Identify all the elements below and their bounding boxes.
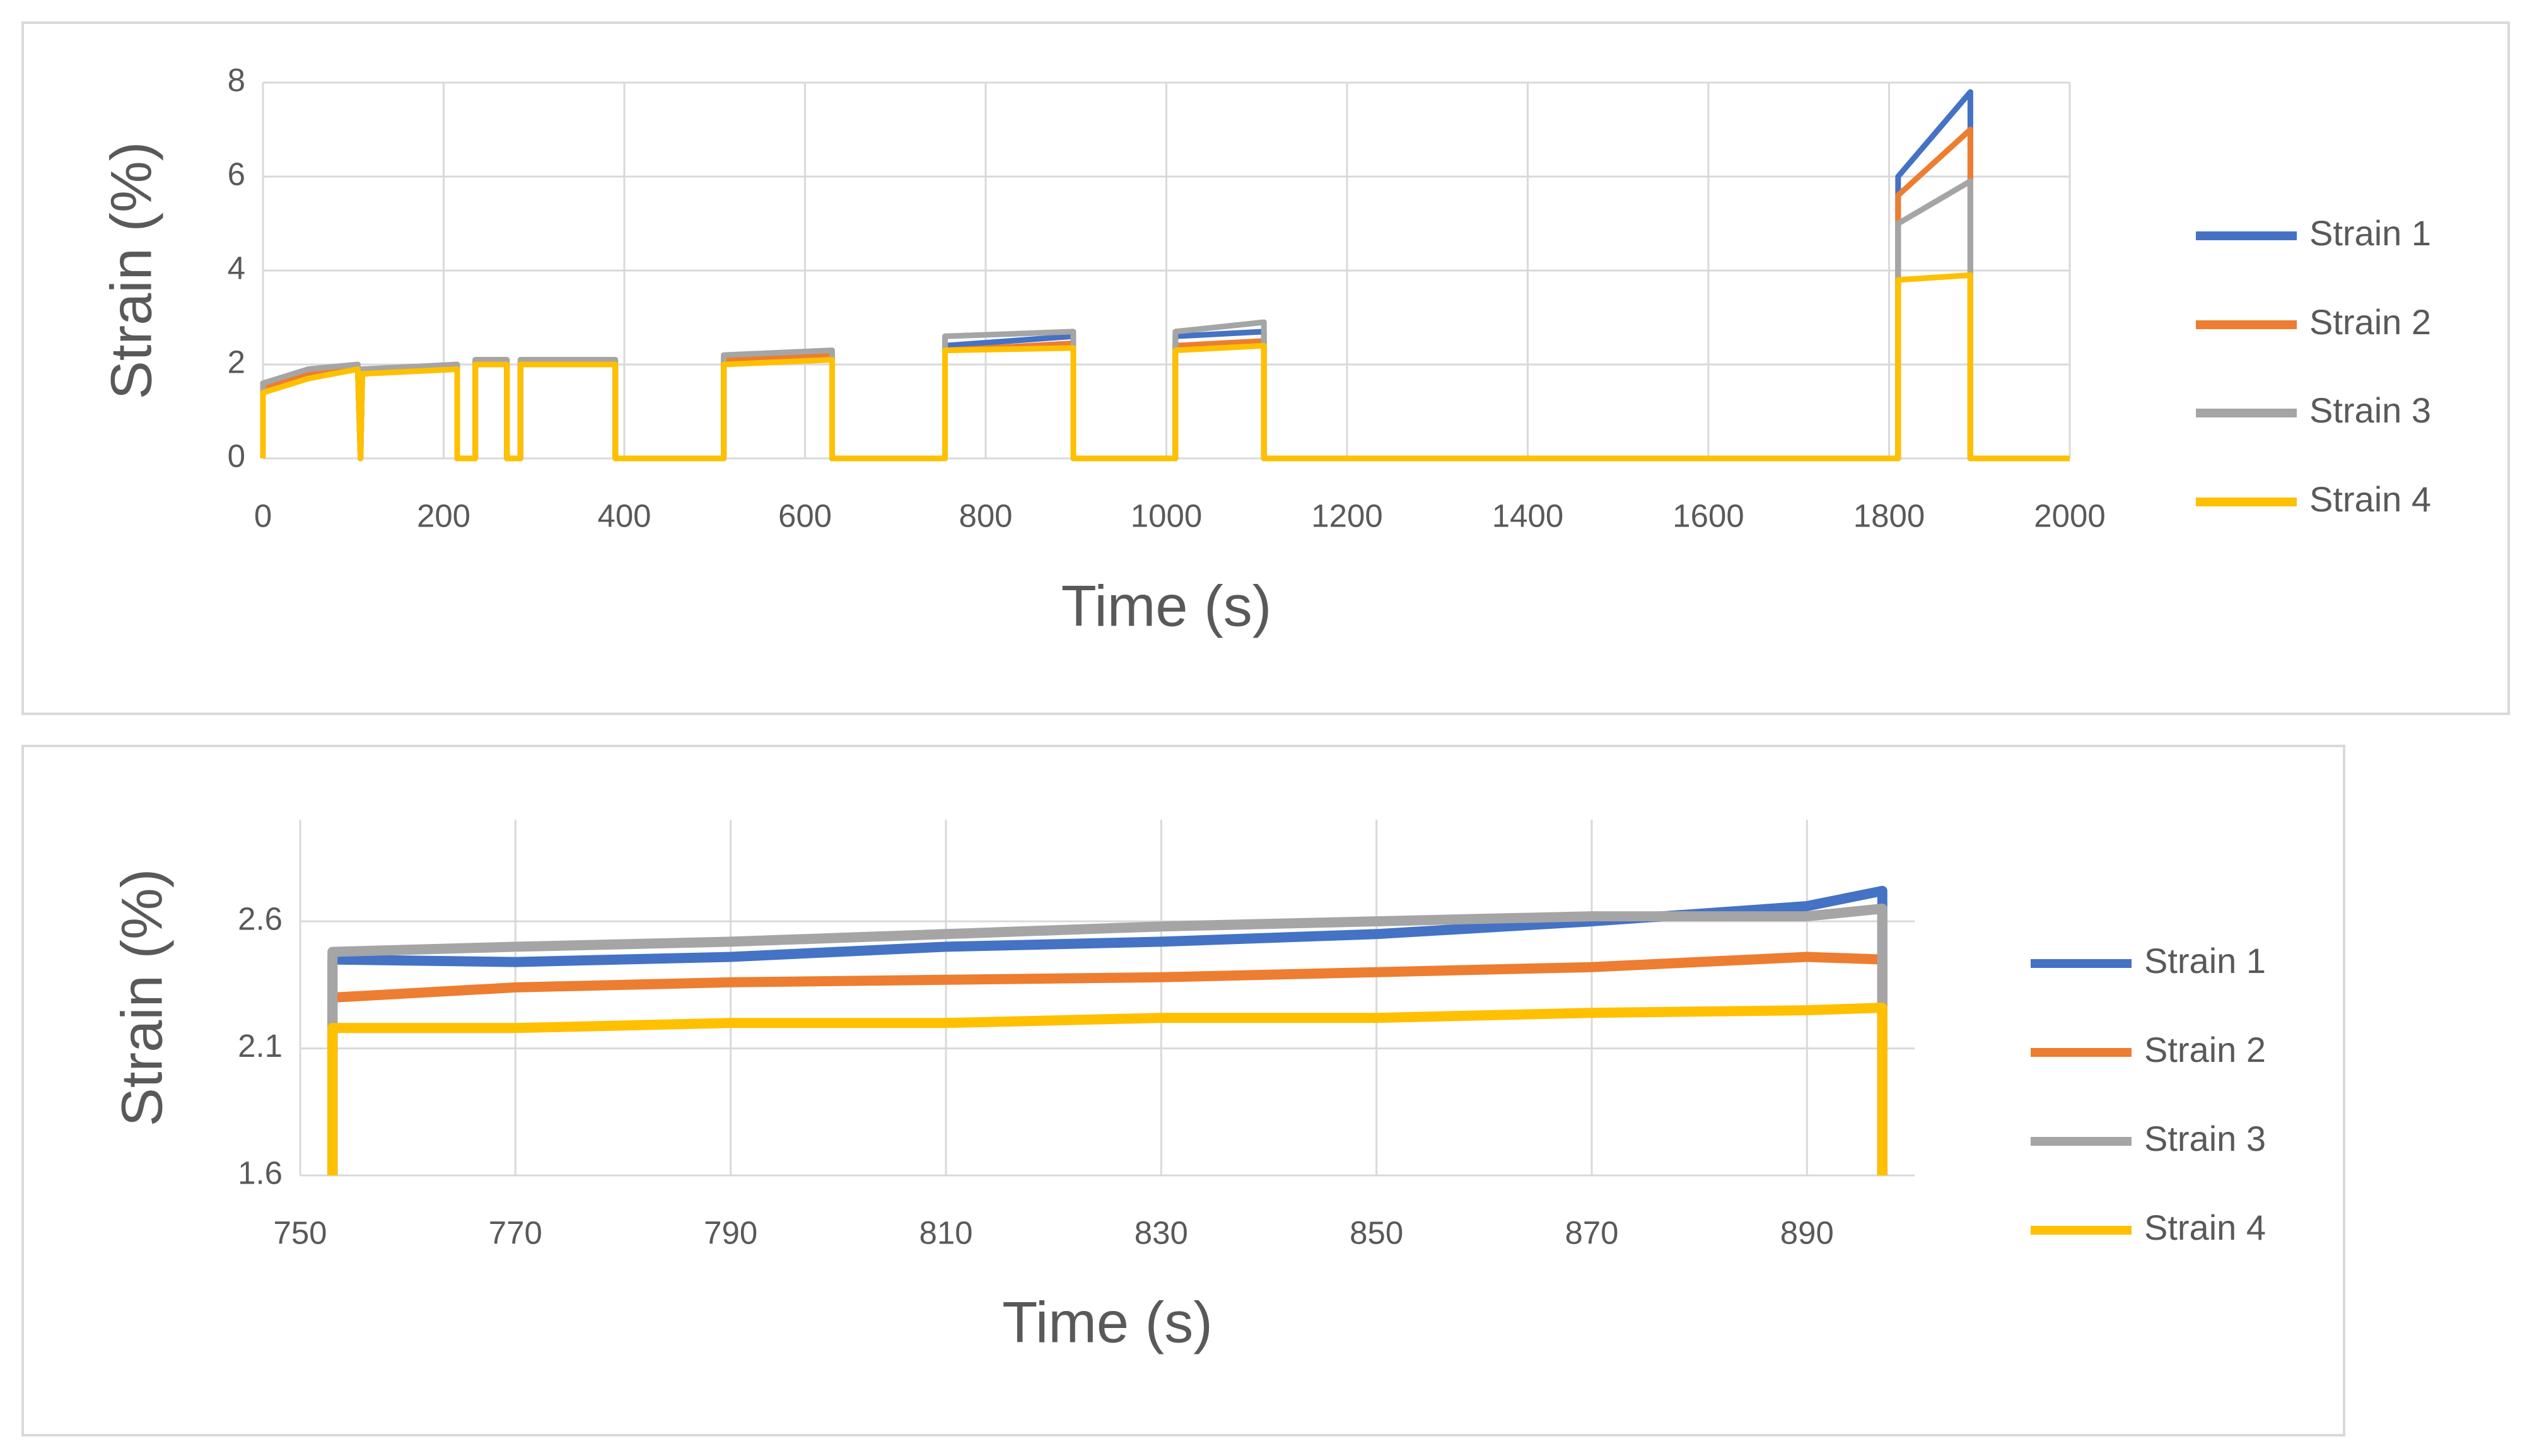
y-tick-label: 2.1 [238, 1028, 283, 1064]
x-tick-label: 200 [417, 498, 470, 533]
y-tick-label: 0 [228, 438, 245, 474]
x-tick-label: 890 [1780, 1214, 1834, 1250]
x-tick-label: 1400 [1492, 498, 1563, 533]
x-tick-label: 800 [959, 498, 1012, 533]
x-axis-title: Time (s) [1002, 1290, 1213, 1354]
legend-label: Strain 2 [2144, 1030, 2266, 1069]
y-tick-label: 8 [228, 62, 245, 98]
series-line [327, 1003, 1887, 1175]
series-line [327, 904, 1887, 1175]
x-tick-label: 2000 [2034, 498, 2105, 533]
x-tick-label: 830 [1135, 1214, 1188, 1250]
series-line [260, 272, 2070, 462]
x-tick-label: 810 [919, 1214, 972, 1250]
x-tick-label: 850 [1350, 1214, 1403, 1250]
x-tick-label: 1600 [1672, 498, 1744, 533]
y-tick-label: 4 [228, 250, 245, 286]
x-tick-label: 790 [704, 1214, 757, 1250]
chart-frame [21, 745, 2345, 1436]
y-tick-label: 6 [228, 156, 245, 192]
legend-label: Strain 2 [2309, 302, 2431, 342]
x-tick-label: 1000 [1131, 498, 1202, 533]
x-tick-label: 400 [597, 498, 651, 533]
legend-label: Strain 3 [2144, 1119, 2266, 1158]
x-tick-label: 870 [1565, 1214, 1618, 1250]
x-tick-label: 1800 [1853, 498, 1925, 533]
y-tick-label: 2 [228, 344, 245, 380]
x-axis-title: Time (s) [1061, 574, 1272, 638]
y-tick-label: 1.6 [238, 1155, 283, 1191]
x-tick-label: 1200 [1311, 498, 1382, 533]
y-axis-title: Strain (%) [99, 142, 163, 400]
y-tick-label: 2.6 [238, 901, 283, 937]
series-line [327, 885, 1887, 1175]
x-tick-label: 750 [273, 1214, 327, 1250]
legend-label: Strain 1 [2309, 213, 2431, 253]
legend-label: Strain 4 [2144, 1208, 2266, 1247]
x-tick-label: 770 [489, 1214, 542, 1250]
series-line [327, 952, 1887, 1175]
legend-label: Strain 4 [2309, 479, 2431, 519]
x-tick-label: 0 [254, 498, 272, 533]
x-tick-label: 600 [778, 498, 832, 533]
y-axis-title: Strain (%) [110, 869, 174, 1127]
legend-label: Strain 1 [2144, 941, 2266, 981]
legend-label: Strain 3 [2309, 390, 2431, 430]
